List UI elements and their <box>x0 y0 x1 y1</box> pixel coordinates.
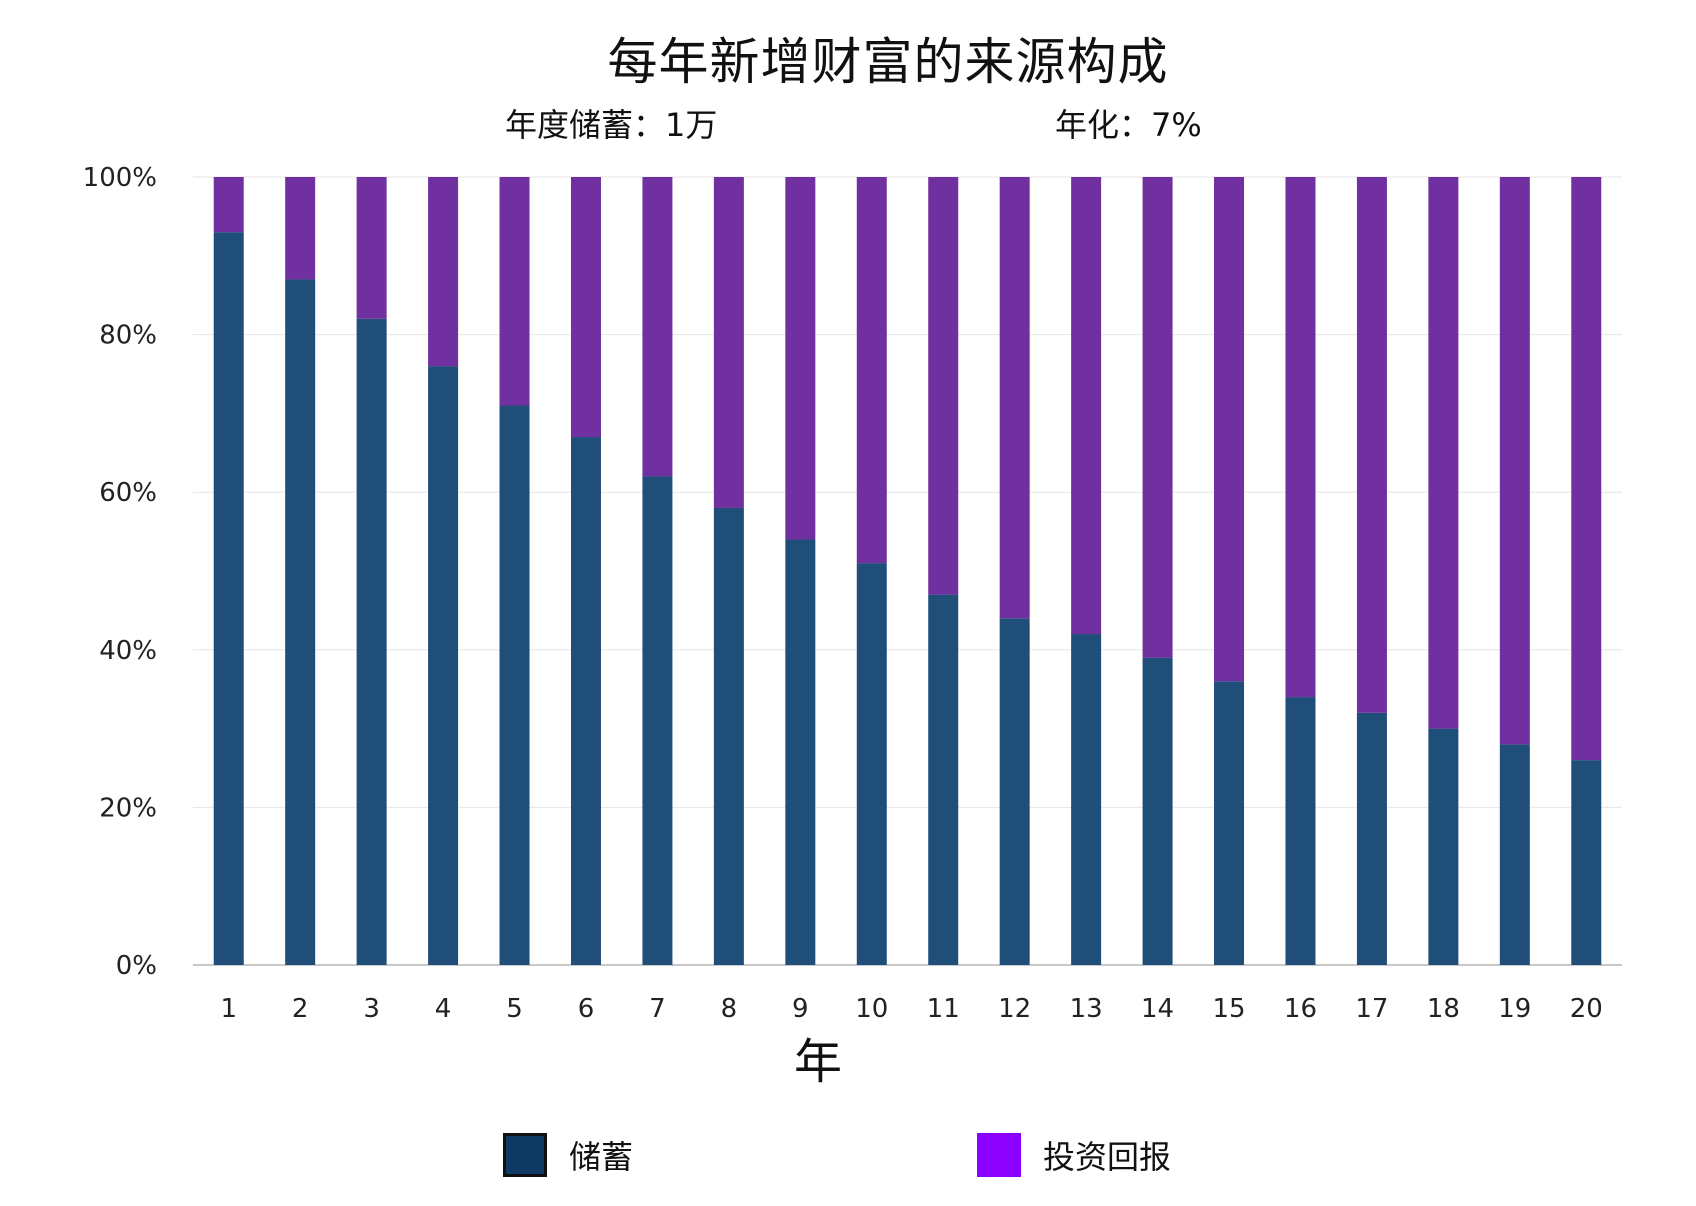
bar-savings-19 <box>1499 744 1530 965</box>
x-tick-label: 13 <box>1070 994 1103 1024</box>
bars <box>213 177 1602 966</box>
x-tick-label: 8 <box>721 994 738 1024</box>
bar-savings-18 <box>1428 728 1459 965</box>
bar-investment-2 <box>285 177 316 280</box>
x-tick-label: 16 <box>1284 994 1317 1024</box>
y-tick-label: 20% <box>99 793 157 823</box>
bar-savings-4 <box>428 366 459 965</box>
x-tick-label: 20 <box>1570 994 1603 1024</box>
x-tick-label: 1 <box>220 994 237 1024</box>
legend-label-investment: 投资回报 <box>1043 1138 1172 1176</box>
x-tick-label: 17 <box>1355 994 1388 1024</box>
chart-title: 每年新增财富的来源构成 <box>607 33 1169 91</box>
bar-investment-7 <box>642 177 673 477</box>
x-tick-label: 7 <box>649 994 666 1024</box>
bar-investment-16 <box>1285 177 1316 698</box>
x-tick-label: 9 <box>792 994 809 1024</box>
bar-investment-15 <box>1214 177 1245 682</box>
y-tick-label: 0% <box>116 951 157 981</box>
bar-investment-12 <box>999 177 1030 619</box>
bar-savings-3 <box>356 318 387 966</box>
bar-savings-10 <box>856 563 887 965</box>
legend-label-savings: 储蓄 <box>569 1138 634 1176</box>
x-tick-label: 3 <box>363 994 380 1024</box>
bar-investment-6 <box>570 177 601 438</box>
annual-savings-label: 年度储蓄：1万 <box>505 106 718 144</box>
bar-savings-2 <box>285 279 316 965</box>
annual-rate-label: 年化：7% <box>1055 106 1202 144</box>
bar-savings-20 <box>1571 760 1602 965</box>
bar-investment-4 <box>428 177 459 367</box>
bar-investment-20 <box>1571 177 1602 761</box>
bar-savings-6 <box>570 437 601 965</box>
bar-investment-18 <box>1428 177 1459 729</box>
bar-investment-14 <box>1142 177 1173 658</box>
x-tick-label: 19 <box>1498 994 1531 1024</box>
bar-savings-5 <box>499 405 530 965</box>
x-axis-title: 年 <box>794 1034 842 1090</box>
legend-item-savings: 储蓄 <box>503 1130 633 1180</box>
x-tick-label: 12 <box>998 994 1031 1024</box>
bar-savings-7 <box>642 476 673 965</box>
bar-savings-8 <box>713 507 744 965</box>
y-tick-label: 80% <box>99 321 157 351</box>
bar-investment-11 <box>928 177 959 595</box>
x-tick-label: 4 <box>435 994 452 1024</box>
legend-item-investment: 投资回报 <box>977 1130 1171 1180</box>
bar-investment-17 <box>1356 177 1387 713</box>
x-tick-label: 2 <box>292 994 309 1024</box>
bar-investment-10 <box>856 177 887 564</box>
x-tick-label: 10 <box>855 994 888 1024</box>
bar-investment-9 <box>785 177 816 540</box>
y-tick-label: 60% <box>99 478 157 508</box>
grid-lines <box>193 176 1622 966</box>
x-tick-label: 11 <box>927 994 960 1024</box>
x-tick-label: 5 <box>506 994 523 1024</box>
bar-savings-13 <box>1071 634 1102 965</box>
bar-savings-1 <box>213 232 244 965</box>
bar-savings-14 <box>1142 657 1173 965</box>
bar-savings-11 <box>928 594 959 965</box>
bar-investment-13 <box>1071 177 1102 635</box>
legend-swatch-savings <box>503 1133 547 1177</box>
bar-investment-8 <box>713 177 744 508</box>
x-tick-label: 15 <box>1212 994 1245 1024</box>
x-tick-label: 18 <box>1427 994 1460 1024</box>
x-tick-label: 14 <box>1141 994 1174 1024</box>
bar-investment-3 <box>356 177 387 319</box>
bar-savings-17 <box>1356 712 1387 965</box>
bar-savings-9 <box>785 539 816 965</box>
y-tick-label: 100% <box>83 163 157 193</box>
bar-investment-19 <box>1499 177 1530 745</box>
tick-labels: 0%20%40%60%80%100%1 2 3 4 5 6 7 8 9 10 11 12 13 14 15 1… <box>83 163 1603 1024</box>
bar-savings-12 <box>999 618 1030 965</box>
legend-swatch-investment <box>977 1133 1021 1177</box>
bar-investment-1 <box>213 177 244 233</box>
bar-savings-16 <box>1285 697 1316 965</box>
y-tick-label: 40% <box>99 636 157 666</box>
bar-investment-5 <box>499 177 530 406</box>
x-tick-label: 6 <box>578 994 595 1024</box>
bar-savings-15 <box>1214 681 1245 965</box>
